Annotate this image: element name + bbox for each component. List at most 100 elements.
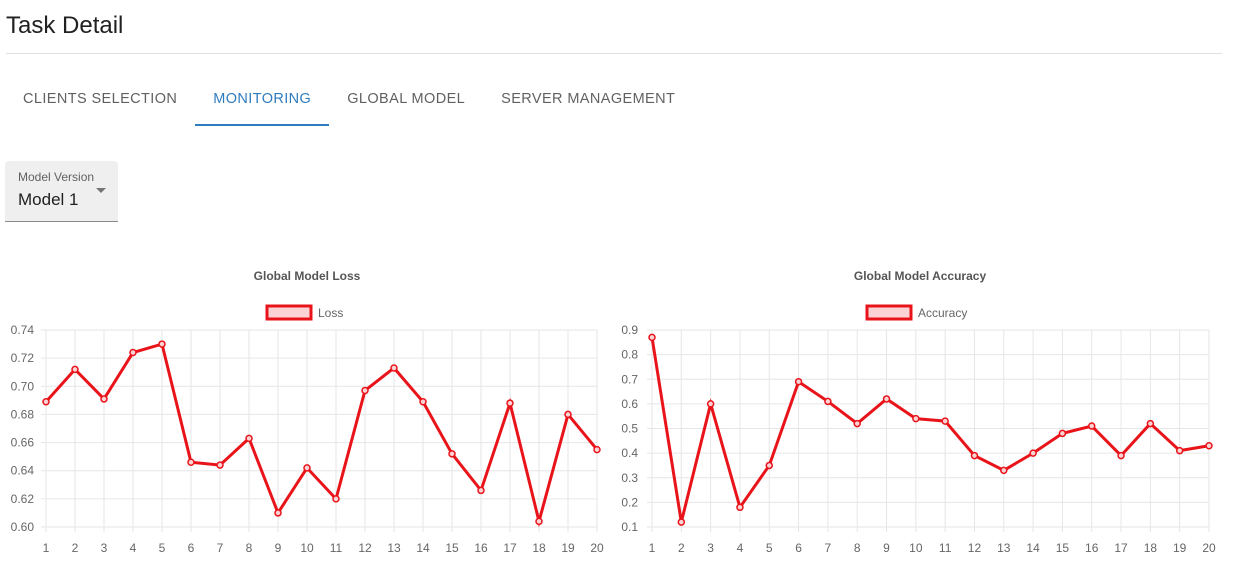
loss-y-tick-label: 0.72 xyxy=(11,351,35,365)
accuracy-data-point[interactable] xyxy=(794,377,803,386)
accuracy-x-tick-label: 18 xyxy=(1144,541,1158,555)
loss-data-point[interactable] xyxy=(535,517,543,526)
loss-x-tick-label: 1 xyxy=(43,541,50,555)
loss-x-tick-label: 7 xyxy=(217,541,224,555)
accuracy-legend-label[interactable]: Accuracy xyxy=(918,306,967,320)
loss-x-tick-label: 17 xyxy=(503,541,517,555)
tab-clients-selection[interactable]: CLIENTS SELECTION xyxy=(23,91,178,107)
loss-x-tick-label: 8 xyxy=(246,541,253,555)
loss-y-tick-label: 0.66 xyxy=(11,436,35,450)
accuracy-data-point[interactable] xyxy=(706,400,715,408)
tab-bar: CLIENTS SELECTION MONITORING GLOBAL MODE… xyxy=(5,72,693,126)
accuracy-y-tick-label: 0.3 xyxy=(621,471,638,485)
loss-data-point[interactable] xyxy=(564,410,572,419)
loss-data-point[interactable] xyxy=(216,461,224,469)
loss-x-tick-label: 20 xyxy=(590,541,604,555)
accuracy-data-point[interactable] xyxy=(1175,446,1184,455)
accuracy-data-point[interactable] xyxy=(853,419,861,428)
loss-x-tick-label: 6 xyxy=(188,541,195,555)
accuracy-y-tick-label: 0.9 xyxy=(621,323,638,337)
loss-x-tick-label: 9 xyxy=(275,541,282,555)
loss-x-tick-label: 5 xyxy=(159,541,166,555)
loss-x-tick-label: 14 xyxy=(416,541,430,555)
accuracy-x-tick-label: 9 xyxy=(883,541,890,555)
page-title: Task Detail xyxy=(6,12,124,39)
model-version-label: Model Version xyxy=(18,170,95,184)
loss-series-line xyxy=(44,342,599,528)
accuracy-y-tick-label: 0.7 xyxy=(621,372,638,386)
accuracy-x-tick-label: 10 xyxy=(909,541,923,555)
accuracy-data-point[interactable] xyxy=(1205,441,1213,450)
accuracy-data-point[interactable] xyxy=(912,414,920,423)
loss-x-tick-label: 19 xyxy=(561,541,575,555)
loss-data-point[interactable] xyxy=(332,495,340,503)
loss-x-tick-label: 18 xyxy=(532,541,546,555)
loss-data-point[interactable] xyxy=(129,348,137,357)
accuracy-data-point[interactable] xyxy=(882,395,891,403)
accuracy-data-point[interactable] xyxy=(941,417,949,425)
accuracy-y-tick-label: 0.6 xyxy=(621,397,638,411)
accuracy-data-point[interactable] xyxy=(677,518,686,526)
accuracy-data-point[interactable] xyxy=(1029,449,1037,457)
accuracy-x-tick-label: 15 xyxy=(1056,541,1070,555)
loss-data-point[interactable] xyxy=(390,364,398,372)
loss-chart: Global Model Loss Loss 0.60 0.62 0.64 0.66 0.6… xyxy=(11,269,604,555)
loss-data-point[interactable] xyxy=(71,365,79,374)
loss-data-point[interactable] xyxy=(361,386,369,395)
accuracy-x-tick-label: 20 xyxy=(1202,541,1216,555)
loss-data-point[interactable] xyxy=(245,434,253,443)
accuracy-data-point[interactable] xyxy=(1058,429,1067,438)
loss-y-tick-label: 0.68 xyxy=(11,407,35,421)
accuracy-x-tick-label: 11 xyxy=(939,541,952,555)
loss-data-point[interactable] xyxy=(593,445,601,454)
loss-chart-title: Global Model Loss xyxy=(254,269,361,283)
accuracy-data-point[interactable] xyxy=(765,461,774,470)
loss-data-point[interactable] xyxy=(274,509,282,517)
accuracy-y-tick-label: 0.5 xyxy=(621,422,638,436)
loss-data-point[interactable] xyxy=(448,450,456,458)
accuracy-x-tick-label: 1 xyxy=(649,541,656,555)
accuracy-x-tick-label: 13 xyxy=(997,541,1011,555)
loss-data-point[interactable] xyxy=(477,486,485,495)
accuracy-x-tick-label: 17 xyxy=(1114,541,1128,555)
loss-data-point[interactable] xyxy=(419,398,427,406)
accuracy-x-tick-label: 16 xyxy=(1085,541,1099,555)
model-version-value: Model 1 xyxy=(18,190,79,209)
accuracy-x-tick-label: 7 xyxy=(825,541,832,555)
tab-monitoring[interactable]: MONITORING xyxy=(195,72,330,126)
accuracy-x-tick-label: 2 xyxy=(678,541,685,555)
accuracy-x-tick-label: 3 xyxy=(707,541,714,555)
loss-data-point[interactable] xyxy=(506,399,514,407)
loss-data-point[interactable] xyxy=(187,458,195,467)
loss-y-tick-label: 0.60 xyxy=(11,520,35,534)
loss-legend-label[interactable]: Loss xyxy=(318,306,343,320)
loss-x-tick-label: 11 xyxy=(330,541,343,555)
accuracy-data-point[interactable] xyxy=(970,451,979,460)
accuracy-data-point[interactable] xyxy=(824,397,832,406)
accuracy-data-point[interactable] xyxy=(736,503,744,512)
accuracy-legend-swatch[interactable] xyxy=(865,304,913,321)
accuracy-x-tick-label: 4 xyxy=(737,541,744,555)
accuracy-data-point[interactable] xyxy=(1117,451,1125,460)
accuracy-data-point[interactable] xyxy=(1000,466,1008,475)
loss-y-tick-label: 0.74 xyxy=(11,323,35,337)
loss-data-point[interactable] xyxy=(303,464,311,472)
tab-server-management[interactable]: SERVER MANAGEMENT xyxy=(501,91,676,107)
accuracy-y-tick-label: 0.4 xyxy=(621,446,638,460)
loss-data-point[interactable] xyxy=(42,398,50,406)
loss-data-point[interactable] xyxy=(100,395,108,403)
accuracy-x-tick-label: 8 xyxy=(854,541,861,555)
accuracy-x-tick-label: 19 xyxy=(1173,541,1187,555)
accuracy-data-point[interactable] xyxy=(1146,419,1155,428)
loss-legend-swatch[interactable] xyxy=(265,304,313,321)
tab-global-model[interactable]: GLOBAL MODEL xyxy=(347,91,466,107)
accuracy-data-point[interactable] xyxy=(648,333,656,342)
loss-x-tick-label: 10 xyxy=(300,541,314,555)
accuracy-x-tick-label: 5 xyxy=(766,541,773,555)
loss-data-point[interactable] xyxy=(158,340,166,348)
accuracy-chart-title: Global Model Accuracy xyxy=(854,269,987,283)
model-version-select[interactable]: Model Version Model 1 xyxy=(5,161,118,222)
loss-x-tick-label: 12 xyxy=(358,541,372,555)
title-divider xyxy=(6,53,1222,54)
accuracy-data-point[interactable] xyxy=(1087,422,1096,430)
